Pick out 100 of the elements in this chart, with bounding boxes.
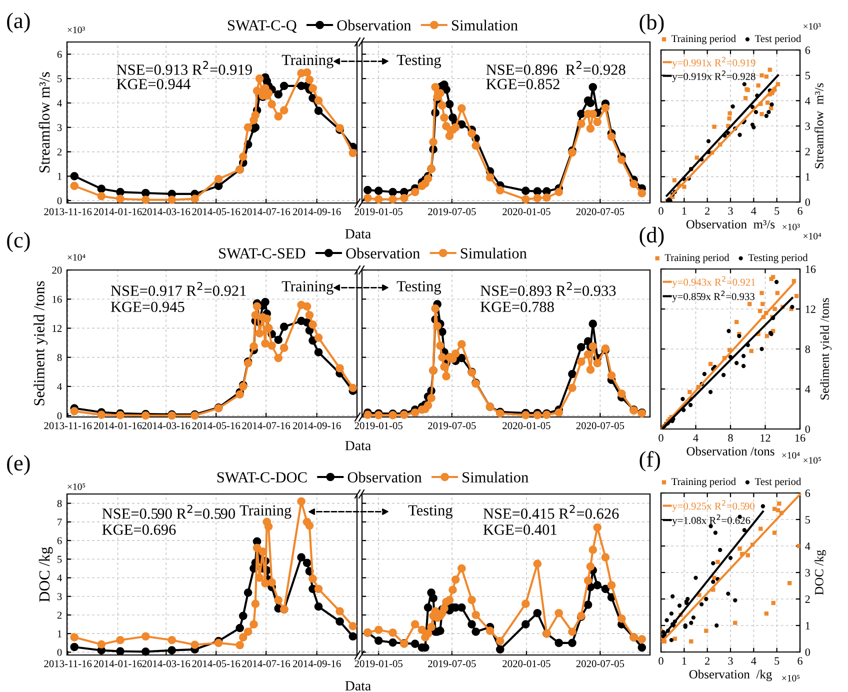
legend-label: Test period	[754, 478, 802, 488]
legend-label: Observation	[348, 472, 422, 482]
y-tick-label: 4	[57, 574, 62, 582]
x-tick-label: 2014-03-16	[142, 660, 190, 668]
x-tick-label: 5	[774, 207, 780, 215]
y-tick-label: 2	[57, 612, 62, 619]
y-tick-label: 12	[52, 324, 62, 332]
y-tick-label: 6	[805, 489, 810, 497]
x-tick-label: 2019-07-05	[428, 422, 476, 430]
text: ×10⁵	[68, 483, 86, 490]
x-axis-title: Data	[345, 681, 371, 691]
x-tick-label: 4	[693, 434, 698, 442]
text: (d)	[640, 226, 664, 248]
y-tick-label: 2	[805, 148, 810, 156]
x-tick-label: 2	[705, 207, 710, 215]
x-tick-label: 2014-03-16	[142, 422, 190, 430]
y-tick-label: 0	[805, 198, 810, 206]
text: ×10⁴	[804, 232, 822, 240]
annotation: Training	[240, 505, 292, 519]
annotation: NSE=0.590 R$^{2}$=0.590	[102, 504, 235, 519]
legend-label: Observation	[337, 20, 412, 30]
y-tick-label: 6	[805, 46, 810, 54]
annotation: NSE=0.917 R$^{2}$=0.921	[110, 282, 246, 296]
y-tick-label: 1	[58, 172, 62, 180]
x-tick-label: 2014-05-16	[192, 422, 240, 430]
legend-label: Training period	[671, 34, 736, 44]
x-tick-label: 5	[774, 657, 780, 665]
legend-label: Simulation	[452, 20, 518, 30]
x-axis-title: Observation m³/s	[686, 220, 775, 229]
x-tick-label: 2013-11-16	[44, 208, 92, 216]
y-tick-label: 0	[805, 648, 810, 656]
legend-label: y=0.859x R$^{2}$=0.933	[672, 290, 754, 302]
x-tick-label: 2020-01-05	[502, 208, 550, 216]
annotation: KGE=0.788	[480, 302, 554, 312]
annotation: Training	[282, 281, 334, 295]
x-axis-title: Observation /kg	[689, 670, 772, 682]
y-tick-label: 5	[58, 75, 62, 82]
x-tick-label: 4	[751, 657, 756, 665]
x-tick-label: 2014-09-16	[293, 422, 341, 430]
annotation: KGE=0.944	[116, 78, 190, 90]
x-tick-label: 2014-03-16	[142, 208, 190, 216]
annotation: Testing	[396, 54, 442, 68]
y-tick-label: 3	[805, 122, 810, 130]
x-tick-label: 0	[658, 434, 664, 442]
y-tick-label: 0	[57, 412, 62, 420]
legend-label: y=1.08x R$^{2}$=0.626	[672, 514, 750, 526]
x-tick-label: 1	[682, 207, 686, 215]
y-axis-title: DOC /kg	[814, 550, 826, 595]
x-tick-label: 2014-07-16	[242, 660, 290, 668]
annotation: Testing	[408, 505, 453, 519]
y-tick-label: 4	[57, 100, 62, 107]
x-tick-label: 2019-07-05	[428, 208, 476, 216]
legend-label: Simulation	[460, 248, 527, 258]
x-tick-label: 2020-07-05	[576, 422, 624, 430]
y-tick-label: 4	[805, 97, 810, 105]
y-tick-label: 1	[806, 173, 810, 181]
x-tick-label: 2019-01-05	[354, 660, 403, 668]
y-tick-label: 8	[57, 354, 62, 362]
x-tick-label: 2020-07-05	[576, 660, 624, 668]
x-tick-label: 12	[760, 434, 770, 442]
annotation: NSE=0.415 R$^{2}$=0.626	[483, 504, 619, 519]
text: ×10⁴	[68, 254, 86, 261]
x-tick-label: 4	[751, 207, 756, 215]
text: ×10³	[782, 224, 800, 230]
annotation: KGE=0.696	[102, 524, 176, 535]
legend-label: y=0.925x R$^{2}$=0.590	[672, 500, 755, 512]
y-tick-label: 8	[57, 500, 62, 508]
x-axis-title: Data	[345, 441, 371, 450]
text: ×10³	[804, 23, 821, 30]
y-tick-label: 6	[57, 50, 62, 58]
x-tick-label: 2014-09-16	[293, 660, 341, 668]
annotation: NSE=0.896 R$^{2}$=0.928	[486, 60, 626, 75]
x-tick-label: 2014-09-16	[293, 208, 341, 216]
x-axis-title: Data	[345, 229, 371, 239]
text: (e)	[7, 454, 30, 476]
x-tick-label: 2020-01-05	[502, 660, 550, 668]
x-tick-label: 2014-07-16	[242, 208, 290, 216]
legend-title: SWAT-C-Q	[228, 20, 297, 33]
x-tick-label: 2014-01-16	[94, 422, 142, 430]
y-tick-label: 1	[58, 630, 62, 638]
y-tick-label: 0	[57, 648, 62, 656]
x-tick-label: 2020-01-05	[502, 422, 550, 430]
y-axis-title: DOC /kg	[38, 546, 53, 602]
text: (a)	[7, 12, 30, 33]
x-tick-label: 6	[798, 657, 802, 665]
text: (f)	[640, 451, 660, 472]
x-axis-title: Observation /tons	[686, 446, 774, 456]
x-tick-label: 2014-01-16	[94, 660, 142, 668]
x-tick-label: 3	[728, 207, 733, 215]
annotation: KGE=0.945	[110, 302, 184, 312]
y-tick-label: 8	[805, 345, 810, 353]
y-axis-title: Sediment yield /tons	[34, 281, 48, 406]
legend-label: y=0.991x R$^{2}$=0.919	[672, 56, 756, 68]
y-tick-label: 6	[57, 537, 62, 544]
y-tick-label: 2	[805, 595, 810, 603]
y-tick-label: 3	[57, 593, 62, 600]
legend-label: Observation	[346, 248, 420, 258]
annotation: NSE=0.893 R$^{2}$=0.933	[480, 282, 616, 296]
y-tick-label: 5	[58, 556, 62, 563]
y-tick-label: 12	[806, 305, 816, 313]
